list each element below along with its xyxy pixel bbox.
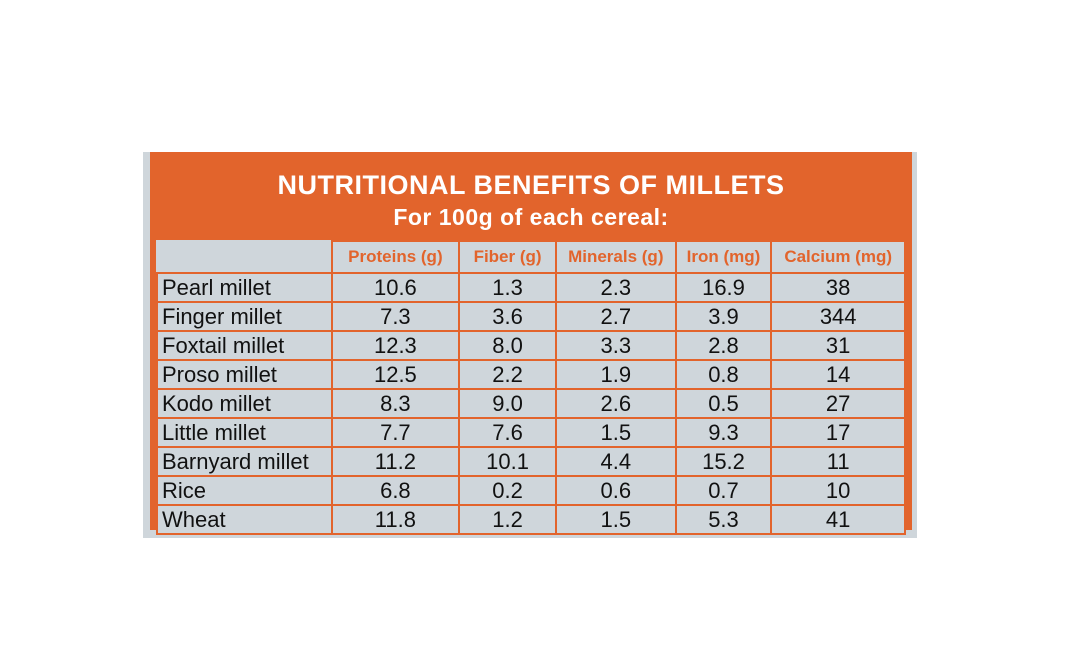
value-cell: 1.3 (458, 272, 557, 303)
cereal-name: Barnyard millet (156, 446, 333, 477)
column-header: Minerals (g) (554, 240, 677, 274)
value-cell: 1.5 (554, 417, 677, 448)
value-cell: 9.3 (674, 417, 773, 448)
value-cell: 2.6 (554, 388, 677, 419)
value-cell: 15.2 (674, 446, 773, 477)
table-frame: NUTRITIONAL BENEFITS OF MILLETS For 100g… (150, 152, 912, 535)
table-row: Barnyard millet 11.2 10.1 4.4 15.2 11 (156, 446, 906, 477)
value-cell: 7.6 (458, 417, 557, 448)
header-row: Proteins (g) Fiber (g) Minerals (g) Iron (m… (156, 240, 906, 274)
label-panel: NUTRITIONAL BENEFITS OF MILLETS For 100g… (143, 152, 917, 538)
value-cell: 1.5 (554, 504, 677, 535)
cereal-name: Proso millet (156, 359, 333, 390)
column-header: Iron (mg) (674, 240, 773, 274)
value-cell: 1.9 (554, 359, 677, 390)
cereal-name: Finger millet (156, 301, 333, 332)
value-cell: 0.6 (554, 475, 677, 506)
table-row: Rice 6.8 0.2 0.6 0.7 10 (156, 475, 906, 506)
value-cell: 6.8 (330, 475, 461, 506)
value-cell: 9.0 (458, 388, 557, 419)
column-header: Fiber (g) (458, 240, 557, 274)
value-cell: 0.2 (458, 475, 557, 506)
value-cell: 10.1 (458, 446, 557, 477)
value-cell: 2.3 (554, 272, 677, 303)
value-cell: 17 (770, 417, 906, 448)
column-header: Calcium (mg) (770, 240, 906, 274)
table-row: Foxtail millet 12.3 8.0 3.3 2.8 31 (156, 330, 906, 361)
value-cell: 1.2 (458, 504, 557, 535)
value-cell: 12.3 (330, 330, 461, 361)
value-cell: 10.6 (330, 272, 461, 303)
value-cell: 0.8 (674, 359, 773, 390)
value-cell: 2.8 (674, 330, 773, 361)
nutrition-table: Proteins (g) Fiber (g) Minerals (g) Iron (m… (156, 240, 906, 535)
value-cell: 2.2 (458, 359, 557, 390)
value-cell: 11.2 (330, 446, 461, 477)
value-cell: 8.0 (458, 330, 557, 361)
value-cell: 8.3 (330, 388, 461, 419)
value-cell: 14 (770, 359, 906, 390)
value-cell: 16.9 (674, 272, 773, 303)
value-cell: 38 (770, 272, 906, 303)
subtitle: For 100g of each cereal: (393, 204, 669, 230)
cereal-name: Rice (156, 475, 333, 506)
cereal-name: Kodo millet (156, 388, 333, 419)
table-row: Finger millet 7.3 3.6 2.7 3.9 344 (156, 301, 906, 332)
value-cell: 344 (770, 301, 906, 332)
title: NUTRITIONAL BENEFITS OF MILLETS (277, 170, 785, 200)
value-cell: 3.6 (458, 301, 557, 332)
column-header: Proteins (g) (330, 240, 461, 274)
table-row: Proso millet 12.5 2.2 1.9 0.8 14 (156, 359, 906, 390)
value-cell: 3.9 (674, 301, 773, 332)
cereal-name: Wheat (156, 504, 333, 535)
blank-cell (156, 240, 333, 274)
value-cell: 5.3 (674, 504, 773, 535)
value-cell: 11.8 (330, 504, 461, 535)
value-cell: 11 (770, 446, 906, 477)
value-cell: 7.3 (330, 301, 461, 332)
value-cell: 2.7 (554, 301, 677, 332)
table-row: Little millet 7.7 7.6 1.5 9.3 17 (156, 417, 906, 448)
value-cell: 31 (770, 330, 906, 361)
value-cell: 7.7 (330, 417, 461, 448)
value-cell: 41 (770, 504, 906, 535)
cereal-name: Pearl millet (156, 272, 333, 303)
table-row: Wheat 11.8 1.2 1.5 5.3 41 (156, 504, 906, 535)
value-cell: 27 (770, 388, 906, 419)
value-cell: 3.3 (554, 330, 677, 361)
table-row: Pearl millet 10.6 1.3 2.3 16.9 38 (156, 272, 906, 303)
cereal-name: Foxtail millet (156, 330, 333, 361)
table-body: Pearl millet 10.6 1.3 2.3 16.9 38 Finger mille… (156, 272, 906, 535)
header: NUTRITIONAL BENEFITS OF MILLETS For 100g… (150, 152, 912, 240)
value-cell: 4.4 (554, 446, 677, 477)
table-row: Kodo millet 8.3 9.0 2.6 0.5 27 (156, 388, 906, 419)
value-cell: 10 (770, 475, 906, 506)
value-cell: 0.7 (674, 475, 773, 506)
value-cell: 12.5 (330, 359, 461, 390)
value-cell: 0.5 (674, 388, 773, 419)
cereal-name: Little millet (156, 417, 333, 448)
